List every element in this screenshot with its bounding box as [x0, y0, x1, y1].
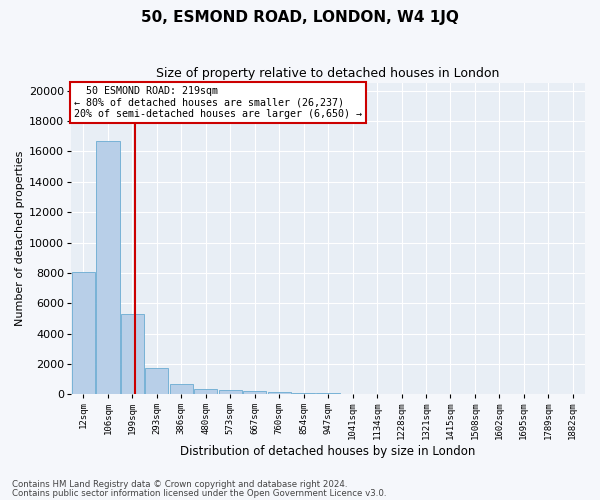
Bar	[97, 141, 119, 395]
Text: 50, ESMOND ROAD, LONDON, W4 1JQ: 50, ESMOND ROAD, LONDON, W4 1JQ	[141, 10, 459, 25]
Bar	[316, 393, 340, 394]
Text: Contains public sector information licensed under the Open Government Licence v3: Contains public sector information licen…	[12, 489, 386, 498]
Bar	[72, 272, 95, 394]
Y-axis label: Number of detached properties: Number of detached properties	[15, 151, 25, 326]
Bar	[292, 392, 315, 394]
Bar	[121, 314, 144, 394]
Title: Size of property relative to detached houses in London: Size of property relative to detached ho…	[157, 68, 500, 80]
Bar	[218, 390, 242, 394]
Text: 50 ESMOND ROAD: 219sqm
← 80% of detached houses are smaller (26,237)
20% of semi: 50 ESMOND ROAD: 219sqm ← 80% of detached…	[74, 86, 362, 120]
Bar	[170, 384, 193, 394]
X-axis label: Distribution of detached houses by size in London: Distribution of detached houses by size …	[181, 444, 476, 458]
Bar	[268, 392, 291, 394]
Bar	[145, 368, 169, 394]
Bar	[243, 392, 266, 394]
Text: Contains HM Land Registry data © Crown copyright and database right 2024.: Contains HM Land Registry data © Crown c…	[12, 480, 347, 489]
Bar	[194, 389, 217, 394]
